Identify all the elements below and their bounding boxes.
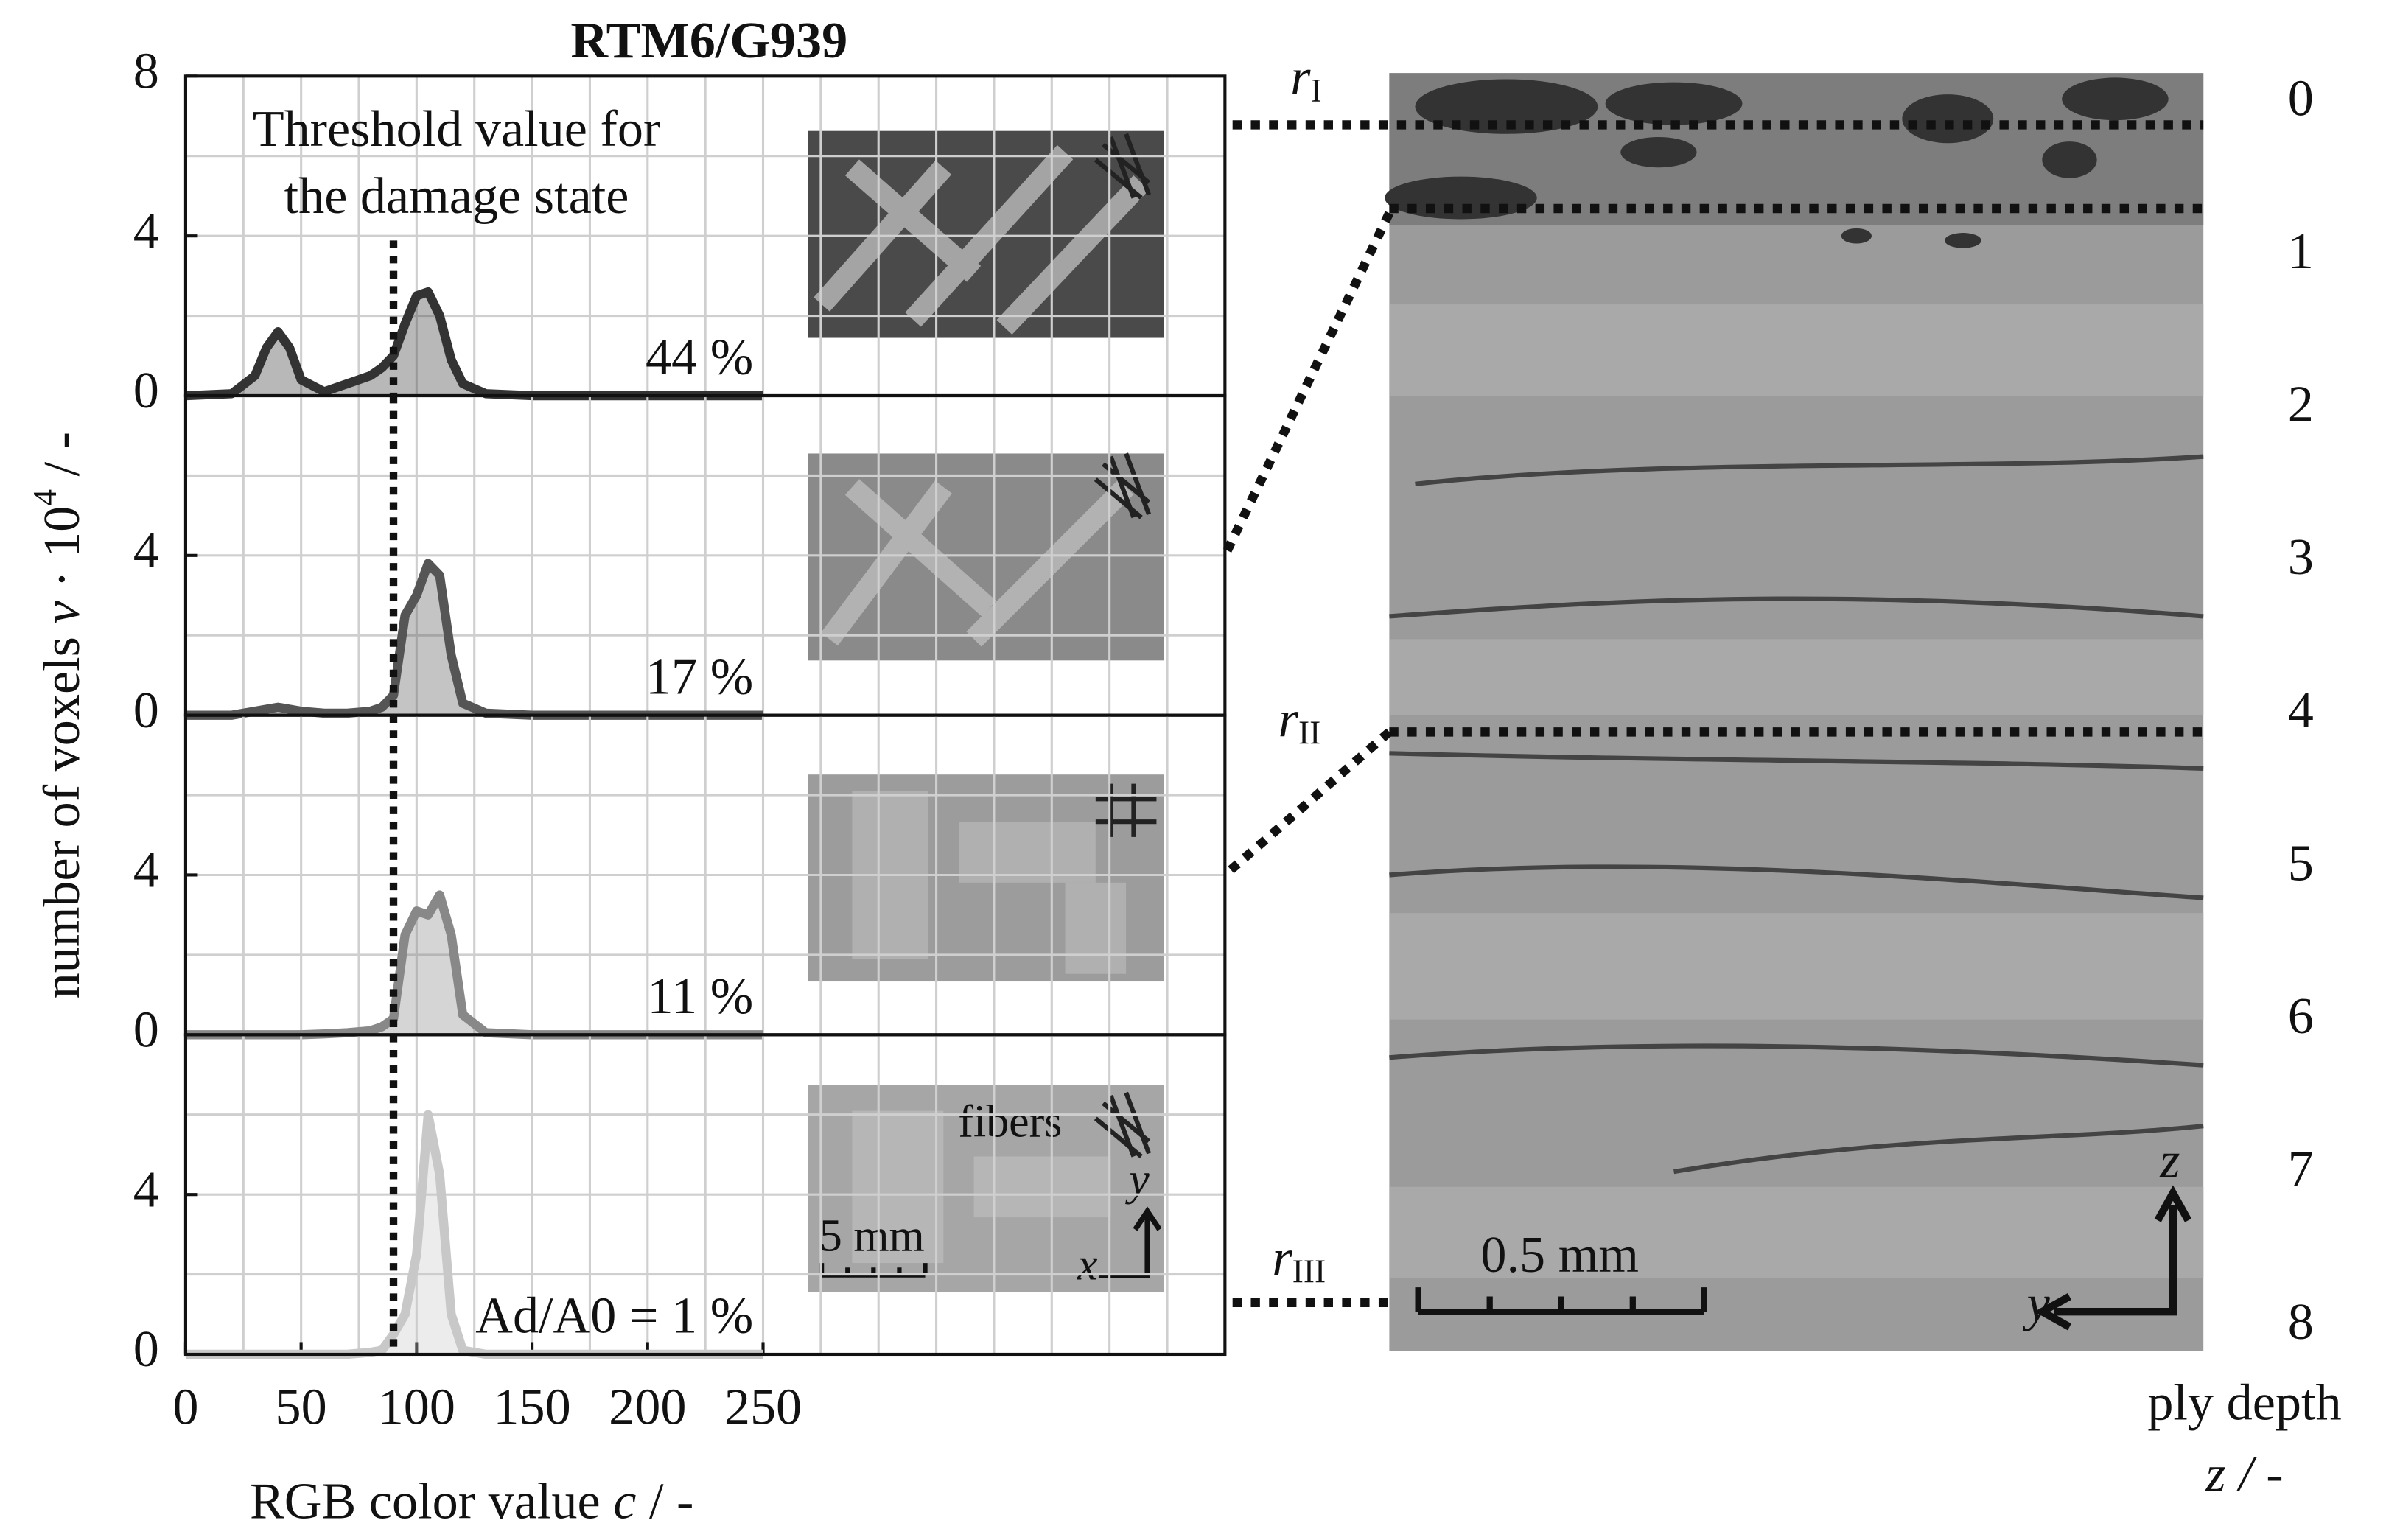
y-axis-label: number of voxels v · 104 / - [27, 432, 91, 998]
label-part: c [613, 1473, 636, 1530]
x-tick-label: 0 [172, 1379, 198, 1436]
label-part: · 10 [33, 506, 91, 601]
depth-tick-label: 6 [2288, 987, 2314, 1045]
x-tick-label: 150 [493, 1379, 570, 1436]
panel: 0 4 8 44 % [133, 42, 1227, 419]
section-label: rI [1290, 49, 1321, 110]
section-label: rIII [1272, 1229, 1326, 1290]
depth-tick-label: 3 [2288, 528, 2314, 586]
inset-fibers-label: fibers [958, 1096, 1062, 1147]
y-tick-label: 0 [133, 362, 159, 419]
depth-unit: z / - [2205, 1445, 2283, 1502]
ct-scale-label: 0.5 mm [1480, 1226, 1639, 1284]
y-tick-label: 0 [133, 1001, 159, 1058]
ct-axes [2034, 1185, 2192, 1331]
depth-tick-label: 4 [2288, 682, 2314, 739]
ct-voids [1385, 77, 2169, 248]
x-tick-label: 50 [276, 1379, 327, 1436]
y-tick-label: 4 [133, 202, 159, 259]
section-label: rII [1278, 690, 1321, 752]
inset-scale-label: 5 mm [819, 1211, 925, 1261]
section-r: r [1272, 1229, 1292, 1287]
x-axis-label: RGB color value c / - [250, 1473, 693, 1530]
label-part: v [33, 601, 91, 624]
threshold-text: the damage state [284, 167, 629, 225]
damage-label: Ad/A0 = 1 % [475, 1287, 753, 1345]
ply-icons [1094, 133, 1157, 1158]
histogram-area [185, 287, 763, 401]
y-tick-label: 4 [133, 522, 159, 579]
y-tick-label: 0 [133, 682, 159, 739]
section-sub: II [1298, 715, 1320, 752]
section-sub: I [1310, 73, 1321, 110]
y-axis-label-text: number of voxels v · 104 / - [27, 432, 91, 998]
ct-cracks [1389, 454, 2204, 1175]
section-sub: III [1292, 1253, 1326, 1290]
depth-tick-label: 5 [2288, 834, 2314, 892]
damage-label: 44 % [646, 329, 753, 386]
fiber-bundles [820, 479, 1134, 647]
inset-x-label: x [1077, 1240, 1098, 1290]
threshold-text: Threshold value for [253, 100, 661, 158]
depth-tick-label: 0 [2288, 70, 2314, 127]
depth-tick-label: 8 [2288, 1293, 2314, 1351]
ct-y-label: y [2023, 1275, 2051, 1332]
x-tick-label: 200 [609, 1379, 686, 1436]
ct-image: 0.5 mm y z rI rII rIII ply depth z / - [1220, 49, 2342, 1502]
depth-label: ply depth [2147, 1373, 2341, 1431]
fiber-bundles [852, 1110, 1111, 1264]
section-lines [1220, 120, 2204, 1307]
depth-tick-label: 1 [2288, 223, 2314, 280]
histogram-area [185, 559, 763, 720]
x-tick-label: 100 [378, 1379, 455, 1436]
y-tick-label: 8 [133, 42, 159, 99]
damage-label: 11 % [648, 967, 754, 1025]
y-tick-label: 4 [133, 1161, 159, 1218]
damage-label: 17 % [646, 648, 753, 705]
ct-light-bands [1389, 304, 2204, 1278]
ct-scale-bar [1415, 1287, 1707, 1315]
section-r: r [1290, 49, 1311, 106]
panel: 0 4 17 % [133, 393, 1227, 739]
inset-y-label: y [1124, 1155, 1150, 1205]
chart-title: RTM6/G939 [570, 12, 847, 69]
label-part: RGB color value [250, 1473, 613, 1530]
x-tick-label: 250 [724, 1379, 802, 1436]
y-tick-label: 0 [133, 1320, 159, 1378]
section-r: r [1278, 690, 1299, 748]
insets: fibers 5 mm x y [808, 130, 1164, 1292]
label-part: 4 [27, 489, 64, 506]
label-part: / - [33, 432, 91, 489]
depth-tick-label: 2 [2288, 376, 2314, 433]
depth-tick-label: 7 [2288, 1140, 2314, 1197]
label-part: / - [636, 1473, 693, 1530]
label-part: number of voxels [33, 624, 91, 999]
panel: 0 4 0 50 100 150 200 250 Ad/A0 = 1 % [133, 1033, 1227, 1436]
y-tick-label: 4 [133, 841, 159, 899]
ct-z-label: z [2159, 1132, 2180, 1189]
panel-frame [183, 1033, 1227, 1357]
